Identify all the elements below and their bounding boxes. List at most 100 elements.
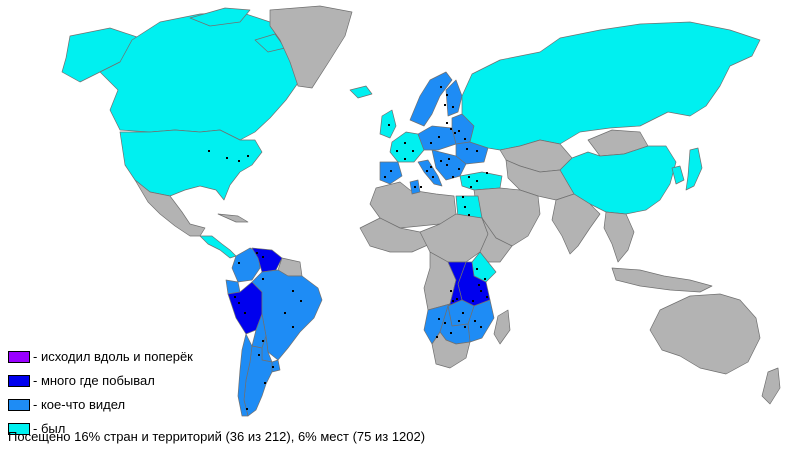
city-marker xyxy=(262,256,264,258)
city-marker xyxy=(480,290,482,292)
city-marker xyxy=(462,196,464,198)
region-australia xyxy=(649,293,761,375)
city-marker xyxy=(458,130,460,132)
city-marker xyxy=(412,150,414,152)
city-marker xyxy=(246,408,248,410)
city-marker xyxy=(456,298,458,300)
city-marker xyxy=(444,104,446,106)
region-new-zealand xyxy=(761,367,781,405)
region-south-africa xyxy=(431,331,471,369)
city-marker xyxy=(458,320,460,322)
city-marker xyxy=(388,124,390,126)
legend-item-visited-many-places: - много где побывал xyxy=(8,369,193,393)
legend-swatch xyxy=(8,399,30,411)
city-marker xyxy=(436,336,438,338)
region-indonesia xyxy=(611,267,713,293)
city-marker xyxy=(390,170,392,172)
region-india xyxy=(551,193,601,255)
region-turkey xyxy=(459,171,503,191)
city-marker xyxy=(450,332,452,334)
legend-item-crossed-everywhere: - исходил вдоль и поперёк xyxy=(8,345,193,369)
city-marker xyxy=(208,150,210,152)
city-marker xyxy=(476,180,478,182)
city-marker xyxy=(300,300,302,302)
region-western-europe xyxy=(389,131,425,163)
city-marker xyxy=(478,284,480,286)
region-scandinavia xyxy=(409,71,453,127)
city-marker xyxy=(464,138,466,140)
city-marker xyxy=(284,312,286,314)
city-marker xyxy=(430,142,432,144)
legend-swatch xyxy=(8,351,30,363)
city-marker xyxy=(452,300,454,302)
city-marker xyxy=(226,157,228,159)
city-marker xyxy=(450,128,452,130)
region-cuba xyxy=(217,213,249,223)
city-marker xyxy=(238,302,240,304)
city-marker xyxy=(476,150,478,152)
city-marker xyxy=(466,148,468,150)
city-marker xyxy=(452,106,454,108)
city-marker xyxy=(256,252,258,254)
city-marker xyxy=(384,176,386,178)
region-spain xyxy=(379,161,403,185)
city-marker xyxy=(486,296,488,298)
city-marker xyxy=(234,296,236,298)
city-marker xyxy=(446,164,448,166)
region-korea xyxy=(671,165,685,185)
legend-label: - кое-что видел xyxy=(33,397,126,412)
city-marker xyxy=(272,366,274,368)
city-marker xyxy=(446,94,448,96)
city-marker xyxy=(480,326,482,328)
region-horn-of-africa xyxy=(479,217,513,263)
city-marker xyxy=(247,155,249,157)
city-marker xyxy=(458,168,460,170)
city-marker xyxy=(264,382,266,384)
legend-label: - исходил вдоль и поперёк xyxy=(33,349,193,364)
region-canada xyxy=(99,11,301,141)
city-marker xyxy=(238,262,240,264)
city-marker xyxy=(474,320,476,322)
city-marker xyxy=(262,278,264,280)
city-marker xyxy=(468,214,470,216)
city-marker xyxy=(404,142,406,144)
city-marker xyxy=(464,326,466,328)
legend-swatch xyxy=(8,375,30,387)
region-chile xyxy=(237,333,253,417)
legend-swatch xyxy=(8,423,30,435)
city-marker xyxy=(450,290,452,292)
city-marker xyxy=(448,158,450,160)
city-marker xyxy=(476,268,478,270)
region-madagascar xyxy=(493,309,511,345)
city-marker xyxy=(438,318,440,320)
region-finland xyxy=(445,79,463,117)
city-marker xyxy=(430,166,432,168)
city-marker xyxy=(396,150,398,152)
city-marker xyxy=(440,160,442,162)
region-iceland xyxy=(349,85,373,99)
city-marker xyxy=(440,86,442,88)
city-marker xyxy=(464,206,466,208)
region-italy xyxy=(417,159,443,187)
region-colombia xyxy=(231,247,261,283)
city-marker xyxy=(244,312,246,314)
region-greenland xyxy=(269,5,353,89)
region-russia xyxy=(461,21,761,151)
city-marker xyxy=(454,132,456,134)
city-marker xyxy=(438,136,440,138)
city-marker xyxy=(462,312,464,314)
city-marker xyxy=(258,354,260,356)
legend: - исходил вдоль и поперёк - много где по… xyxy=(8,345,193,441)
city-marker xyxy=(238,160,240,162)
city-marker xyxy=(444,322,446,324)
city-marker xyxy=(486,172,488,174)
city-marker xyxy=(292,326,294,328)
city-markers xyxy=(208,86,488,410)
city-marker xyxy=(414,186,416,188)
region-brazil xyxy=(251,269,323,361)
city-marker xyxy=(452,176,454,178)
legend-item-was-there: - был xyxy=(8,417,193,441)
city-marker xyxy=(484,278,486,280)
city-marker xyxy=(468,176,470,178)
legend-label: - был xyxy=(33,421,66,436)
